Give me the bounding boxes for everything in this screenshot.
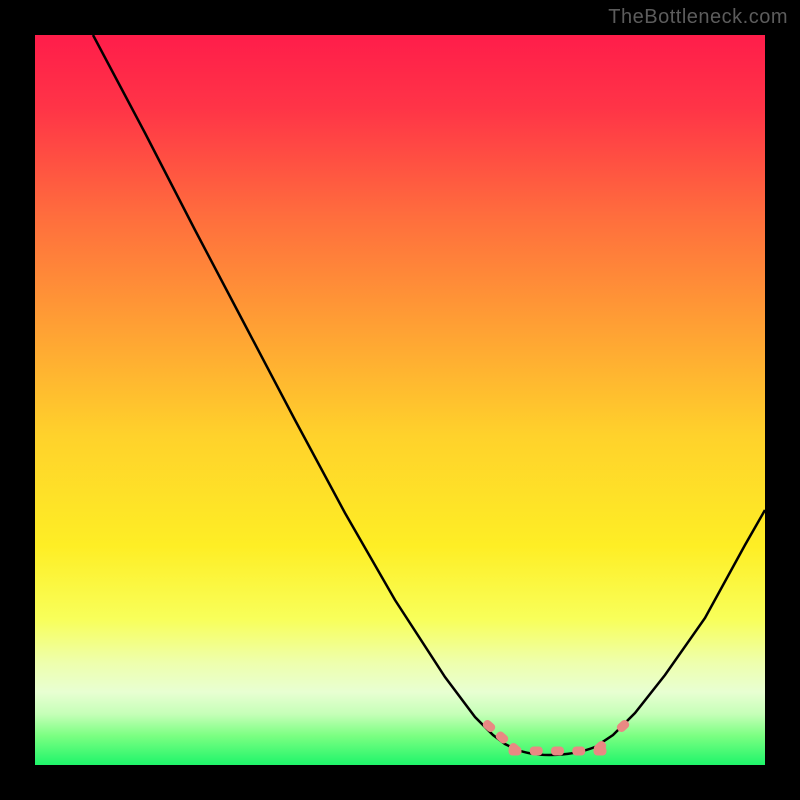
watermark-text: TheBottleneck.com [608,6,788,29]
chart-frame: TheBottleneck.com [0,0,800,800]
gradient-background [35,35,765,765]
plot-area [35,35,765,765]
plot-svg [35,35,765,765]
